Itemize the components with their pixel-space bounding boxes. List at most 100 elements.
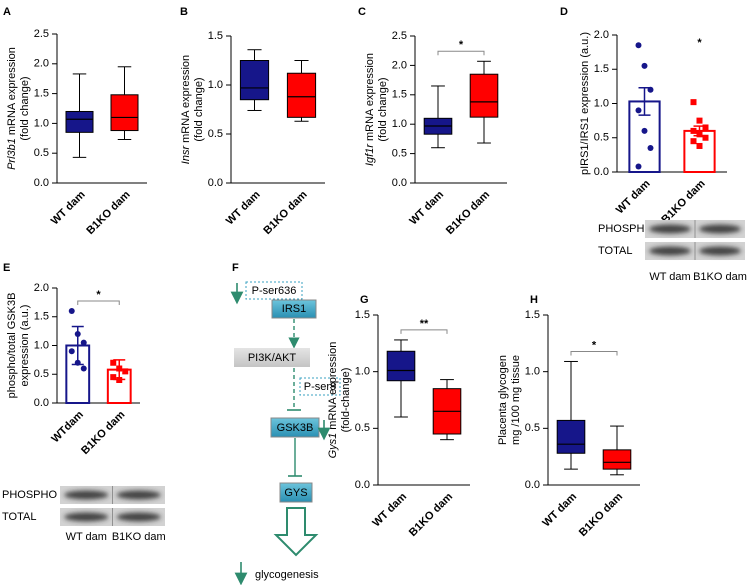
y-axis-label-gene: Prl3b1 bbox=[6, 138, 18, 170]
y-tick-label: 1.5 bbox=[594, 63, 609, 75]
data-point bbox=[641, 62, 648, 69]
y-tick-label: 2.0 bbox=[392, 59, 407, 71]
panel-label: G bbox=[360, 294, 369, 306]
x-tick-label: B1KO dam bbox=[659, 178, 707, 226]
data-point bbox=[116, 377, 123, 383]
y-axis-label: Gys1 mRNA expression bbox=[327, 342, 339, 459]
data-point bbox=[690, 138, 697, 145]
x-tick-label: B1KO dam bbox=[79, 409, 127, 457]
y-tick-label: 0.0 bbox=[594, 166, 609, 178]
y-axis-label-text: mRNA expression bbox=[364, 53, 376, 141]
data-point bbox=[647, 86, 654, 93]
y-axis-label: phospho/total GSK3B bbox=[6, 293, 18, 399]
y-axis-label-gene: Gys1 bbox=[327, 433, 339, 459]
node-label: GYS bbox=[284, 487, 307, 499]
node-box bbox=[279, 482, 313, 503]
y-tick-label: 0.5 bbox=[594, 132, 609, 144]
data-point bbox=[74, 359, 81, 366]
node-label: glycogenesis bbox=[255, 569, 319, 581]
x-tick-label: B1KO dam bbox=[444, 189, 492, 237]
y-axis-label: (fold change) bbox=[19, 76, 31, 140]
data-point bbox=[68, 308, 75, 314]
y-tick-label: 1.5 bbox=[34, 88, 49, 100]
y-axis-label: expression (a.u.) bbox=[19, 305, 31, 387]
y-tick-label: 2.5 bbox=[34, 28, 49, 40]
blot-band bbox=[64, 512, 109, 522]
y-axis-label-text: mRNA expression bbox=[180, 55, 192, 143]
y-tick-label: 0.5 bbox=[34, 368, 49, 380]
x-tick-label: B1KO dam bbox=[407, 491, 455, 539]
y-axis-label: Igf1r mRNA expression bbox=[364, 53, 376, 166]
y-tick-label: 1.5 bbox=[355, 309, 370, 321]
x-tick-label: WT dam bbox=[407, 189, 446, 228]
data-point bbox=[696, 131, 703, 138]
y-axis-label: Prl3b1 mRNA expression bbox=[6, 47, 18, 170]
data-point bbox=[641, 127, 648, 134]
box bbox=[239, 60, 270, 101]
y-tick-label: 1.0 bbox=[34, 339, 49, 351]
y-axis-label: Insr mRNA expression bbox=[180, 55, 192, 164]
panel-label: B bbox=[180, 6, 188, 18]
panel-label: H bbox=[530, 294, 538, 306]
data-point bbox=[74, 331, 81, 337]
y-axis-label-text: Placenta glycogen bbox=[497, 355, 509, 445]
box bbox=[469, 73, 499, 118]
y-tick-label: 0.5 bbox=[208, 128, 223, 140]
significance-bracket bbox=[570, 350, 618, 356]
data-point bbox=[116, 365, 123, 372]
y-tick-label: 1.5 bbox=[208, 30, 223, 42]
panel-label: C bbox=[358, 6, 366, 18]
y-axis-label-text: pIRS1/IRS1 expression (a.u.) bbox=[579, 32, 591, 175]
data-point bbox=[80, 365, 87, 372]
data-point bbox=[110, 374, 117, 381]
blot-band bbox=[699, 246, 741, 256]
y-axis-label: mg /100 mg tissue bbox=[510, 355, 522, 445]
y-axis-label-text: (fold change) bbox=[19, 76, 31, 140]
blot-band bbox=[649, 246, 691, 256]
node-label: IRS1 bbox=[282, 303, 306, 315]
x-tick-label: WT dam bbox=[614, 178, 653, 217]
box bbox=[286, 72, 317, 118]
y-tick-label: 0.0 bbox=[34, 177, 49, 189]
x-tick-label: B1KO dam bbox=[577, 491, 625, 539]
blot-row-label: TOTAL bbox=[2, 511, 36, 523]
data-point bbox=[635, 107, 642, 114]
y-tick-label: 0.5 bbox=[355, 422, 370, 434]
y-axis-label-text: (fold change) bbox=[193, 77, 205, 141]
y-tick-label: 2.5 bbox=[392, 30, 407, 42]
blot-lane-label: WT dam bbox=[66, 531, 107, 543]
significance-label: ** bbox=[420, 318, 429, 330]
y-axis-label: Placenta glycogen bbox=[497, 355, 509, 445]
significance-label: * bbox=[459, 39, 464, 51]
y-axis-label-text: expression (a.u.) bbox=[19, 305, 31, 387]
y-axis-label-gene: Igf1r bbox=[364, 143, 376, 166]
phospho-box bbox=[245, 281, 303, 300]
node-label: P-ser636 bbox=[252, 285, 297, 297]
y-tick-label: 1.5 bbox=[34, 311, 49, 323]
blot-band bbox=[649, 224, 691, 234]
significance-bracket bbox=[77, 300, 120, 305]
y-tick-label: 0.5 bbox=[392, 148, 407, 160]
blot-band bbox=[699, 224, 741, 234]
y-axis-label-text: mg /100 mg tissue bbox=[510, 355, 522, 445]
node-label: PI3K/AKT bbox=[248, 352, 297, 364]
panel-label: E bbox=[3, 262, 10, 274]
pathway-diagram: F P-ser636 IRS1 PI3K/AKT P-ser9 GSK3B GY… bbox=[230, 262, 341, 585]
y-axis-label-text: mRNA expression bbox=[327, 342, 339, 430]
node-box bbox=[234, 348, 310, 367]
y-tick-label: 1.0 bbox=[34, 117, 49, 129]
y-axis-label-text: (fold change) bbox=[377, 77, 389, 141]
y-tick-label: 1.5 bbox=[392, 89, 407, 101]
node-label: GSK3B bbox=[277, 422, 314, 434]
y-tick-label: 0.0 bbox=[34, 397, 49, 409]
significance-bracket bbox=[437, 50, 485, 56]
blot-band bbox=[116, 512, 161, 522]
node-box bbox=[271, 299, 317, 319]
blot-lane-label: B1KO dam bbox=[112, 531, 166, 543]
blot-row-label: PHOSPHO bbox=[2, 489, 57, 501]
y-tick-label: 2.0 bbox=[594, 29, 609, 41]
y-tick-label: 1.0 bbox=[392, 118, 407, 130]
y-tick-label: 1.5 bbox=[525, 309, 540, 321]
y-tick-label: 0.0 bbox=[392, 177, 407, 189]
